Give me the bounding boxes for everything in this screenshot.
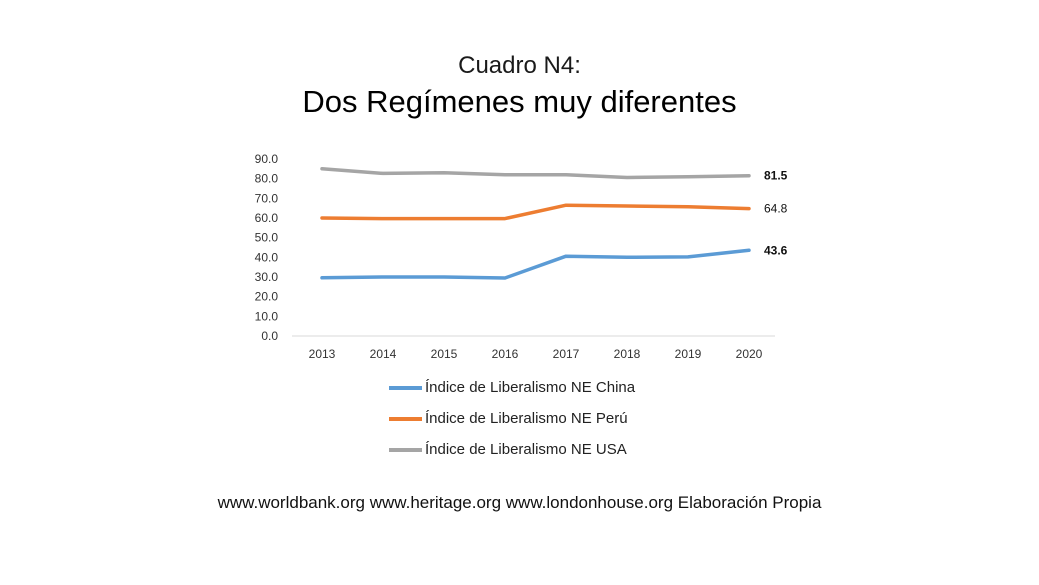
y-axis: 0.0 10.0 20.0 30.0 40.0 50.0 60.0 70.0 80.0 90.0	[255, 152, 279, 343]
end-labels: 43.6 64.8 81.5	[764, 169, 788, 258]
y-tick-label: 30.0	[255, 270, 279, 284]
source-note: www.worldbank.org www.heritage.org www.l…	[217, 493, 822, 512]
end-label-0: 43.6	[764, 243, 788, 257]
y-tick-label: 10.0	[255, 309, 279, 323]
series-lines	[320, 167, 751, 280]
x-tick-label: 2020	[736, 347, 763, 361]
chart-subtitle: Cuadro N4:	[458, 52, 581, 79]
series-line-2	[320, 167, 751, 180]
end-label-1: 64.8	[764, 202, 788, 216]
legend-swatch	[389, 416, 422, 421]
x-tick-label: 2014	[370, 347, 397, 361]
x-tick-label: 2015	[431, 347, 458, 361]
y-tick-label: 90.0	[255, 152, 279, 166]
legend-item: Índice de Liberalismo NE USA	[389, 434, 635, 465]
legend-swatch	[389, 447, 422, 452]
legend-item: Índice de Liberalismo NE China	[389, 372, 635, 403]
series-line-0	[320, 248, 751, 280]
legend-swatch	[389, 385, 422, 390]
y-tick-label: 40.0	[255, 250, 279, 264]
y-tick-label: 60.0	[255, 211, 279, 225]
legend-label: Índice de Liberalismo NE China	[425, 379, 636, 396]
chart-title: Dos Regímenes muy diferentes	[302, 84, 737, 119]
x-tick-label: 2018	[614, 347, 641, 361]
legend-item: Índice de Liberalismo NE Perú	[389, 403, 635, 434]
x-tick-label: 2013	[309, 347, 336, 361]
x-axis: 2013 2014 2015 2016 2017 2018 2019 2020	[292, 335, 775, 361]
y-tick-label: 70.0	[255, 191, 279, 205]
legend: Índice de Liberalismo NE China Índice de …	[389, 372, 635, 465]
y-tick-label: 20.0	[255, 290, 279, 304]
y-tick-label: 80.0	[255, 172, 279, 186]
end-label-2: 81.5	[764, 169, 788, 183]
x-tick-label: 2016	[492, 347, 519, 361]
y-tick-label: 0.0	[261, 329, 278, 343]
legend-label: Índice de Liberalismo NE USA	[425, 441, 627, 458]
x-tick-label: 2017	[553, 347, 580, 361]
legend-label: Índice de Liberalismo NE Perú	[425, 410, 628, 427]
y-tick-label: 50.0	[255, 231, 279, 245]
x-tick-label: 2019	[675, 347, 702, 361]
series-line-1	[320, 203, 751, 221]
